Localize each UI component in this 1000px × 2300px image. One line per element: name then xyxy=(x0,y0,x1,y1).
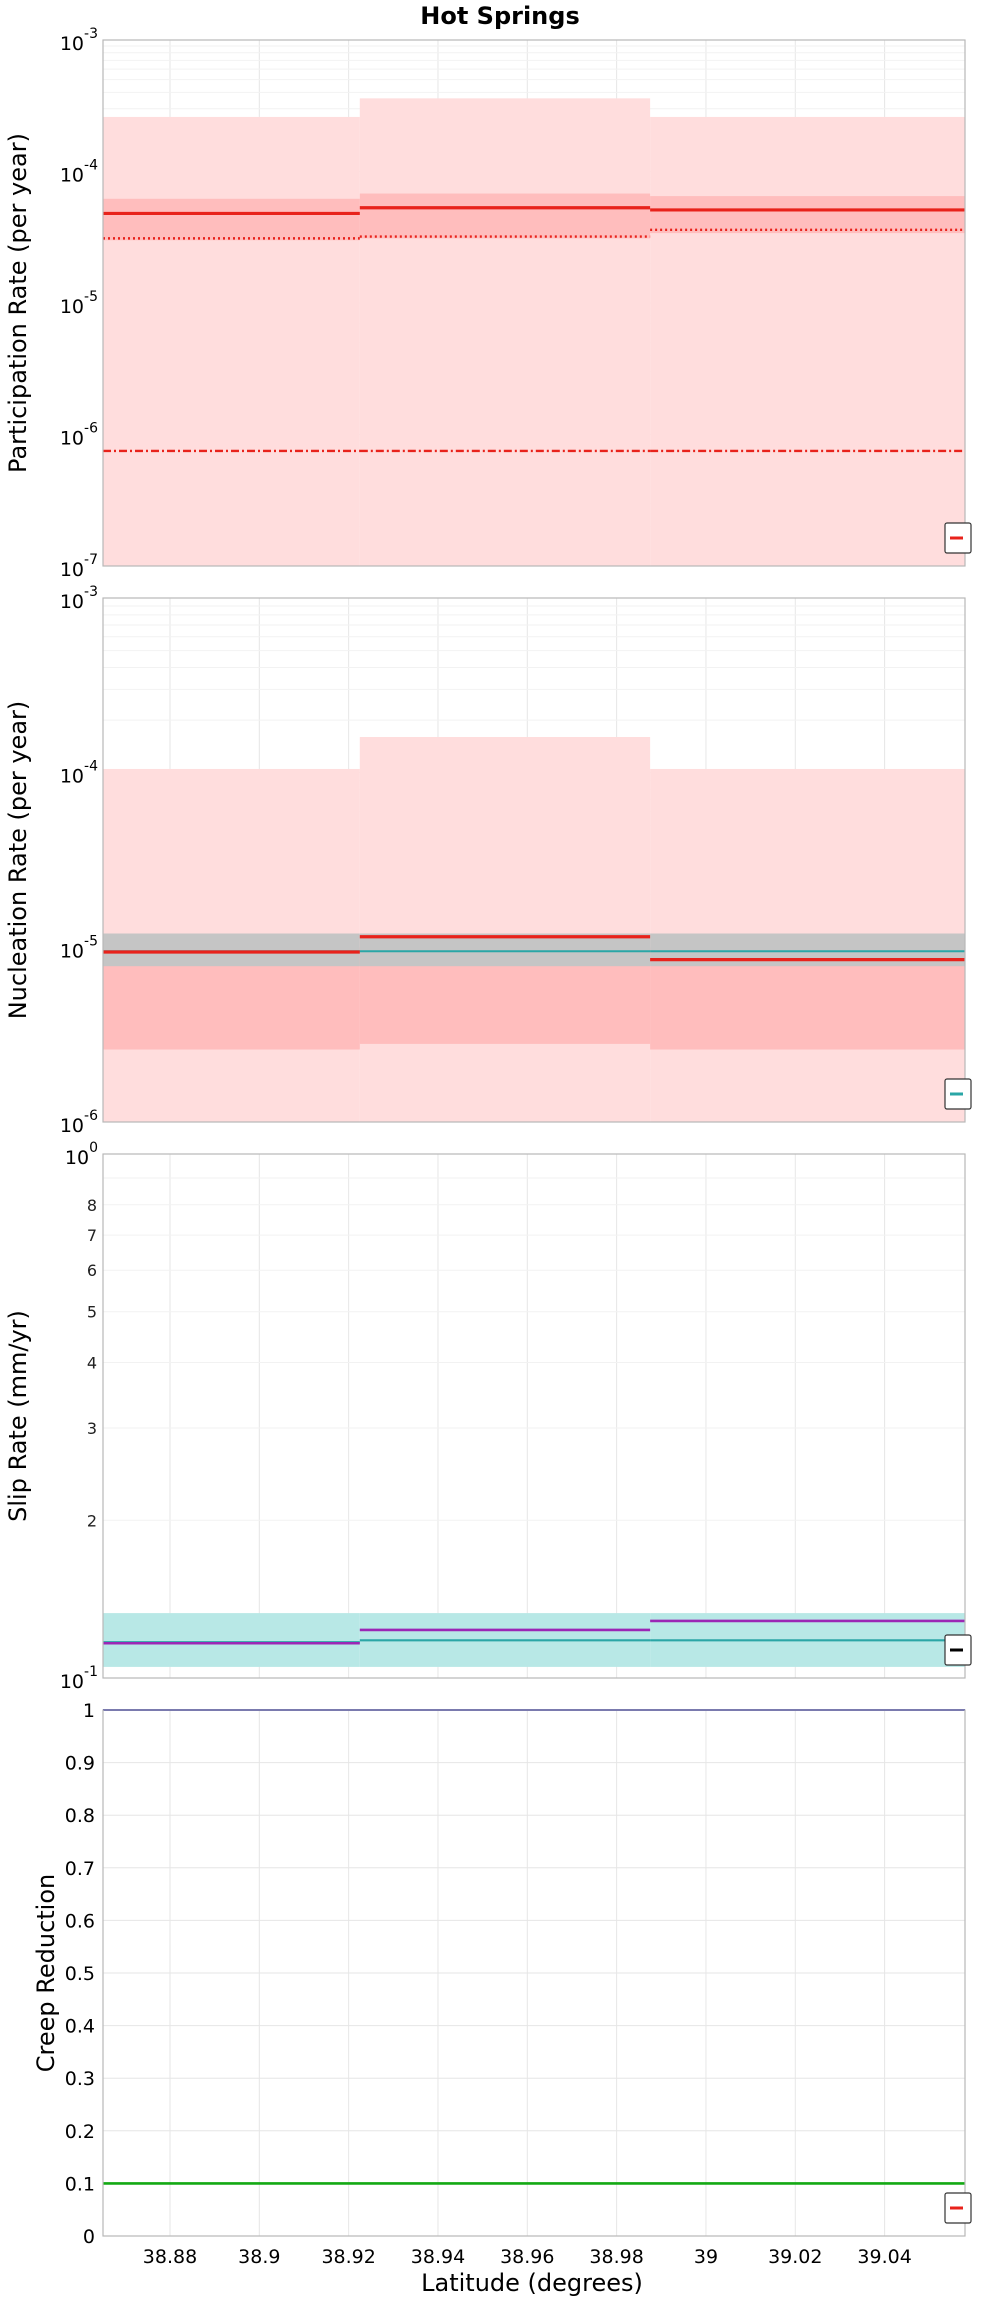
plot-frame xyxy=(102,39,966,567)
plot-frame xyxy=(102,597,966,1123)
y-tick-label: 10-5 xyxy=(60,289,98,318)
plot-frame xyxy=(102,1153,966,1679)
legend xyxy=(944,1078,972,1110)
y-tick-label: 0.9 xyxy=(65,1753,95,1775)
band-gray xyxy=(103,933,360,967)
panel-creep: 0 0.1 0.2 0.3 0.4 0.5 0.6 0.7 0.8 0.9 1 Creep Reduc… xyxy=(32,1700,972,2248)
panel-slip: 10-1 100 2 3 4 5 6 7 8 Slip Rate (mm/yr) xyxy=(4,1140,972,1693)
legend xyxy=(944,522,972,554)
panels: 10-7 10-6 10-5 10-4 10-3 Participation Rate (… xyxy=(4,26,972,2268)
x-tick-label: 38.92 xyxy=(321,2246,375,2268)
y-tick-label: 100 xyxy=(65,1140,98,1169)
plot-frame xyxy=(102,1709,966,2237)
y-tick-label: 10-3 xyxy=(60,584,98,613)
x-tick-label: 39.02 xyxy=(768,2246,822,2268)
band-outer xyxy=(359,737,651,1122)
y-axis-label: Participation Rate (per year) xyxy=(4,133,32,473)
y-tick-label: 0.7 xyxy=(65,1858,95,1880)
band-outer xyxy=(103,116,360,567)
y-tick-label: 0.6 xyxy=(65,1910,95,1932)
y-tick-label: 10-6 xyxy=(60,421,98,450)
y-minor-tick-label: 5 xyxy=(87,1303,97,1322)
y-tick-label: 10-7 xyxy=(60,552,98,581)
band-inner xyxy=(359,193,651,239)
band-inner xyxy=(650,196,965,234)
y-tick-label: 0.4 xyxy=(65,2016,95,2038)
y-tick-label: 10-5 xyxy=(60,933,98,962)
y-tick-label: 10-6 xyxy=(60,1108,98,1137)
panel-nucleation: 10-6 10-5 10-4 10-3 Nucleation Rate (per yea… xyxy=(4,584,972,1137)
y-tick-label: 10-4 xyxy=(60,158,98,187)
figure-title: Hot Springs xyxy=(420,2,579,30)
legend xyxy=(944,1634,972,1666)
y-tick-label: 0.8 xyxy=(65,1805,95,1827)
y-axis-label: Nucleation Rate (per year) xyxy=(4,701,32,1020)
y-tick-label: 0.2 xyxy=(65,2121,95,2143)
y-axis-label: Slip Rate (mm/yr) xyxy=(4,1310,32,1522)
y-tick-label: 0 xyxy=(83,2226,95,2248)
x-tick-label: 38.88 xyxy=(143,2246,197,2268)
x-tick-label: 39.04 xyxy=(857,2246,911,2268)
y-tick-label: 0.1 xyxy=(65,2173,95,2195)
y-minor-tick-label: 8 xyxy=(87,1196,97,1215)
y-tick-label: 0.5 xyxy=(65,1963,95,1985)
band-outer xyxy=(359,98,651,566)
x-tick-label: 38.9 xyxy=(238,2246,280,2268)
y-tick-label: 10-3 xyxy=(60,26,98,55)
band-gray xyxy=(359,933,651,967)
y-axis-label: Creep Reduction xyxy=(32,1874,60,2072)
y-minor-tick-label: 6 xyxy=(87,1261,97,1280)
panel-participation: 10-7 10-6 10-5 10-4 10-3 Participation Rate (… xyxy=(4,26,972,581)
band-gray xyxy=(650,933,965,967)
x-tick-label: 38.94 xyxy=(411,2246,465,2268)
y-minor-tick-label: 4 xyxy=(87,1354,97,1373)
x-tick-label: 39 xyxy=(694,2246,718,2268)
y-tick-label: 1 xyxy=(83,1700,95,1722)
band-inner xyxy=(103,198,360,241)
x-tick-label: 38.96 xyxy=(500,2246,554,2268)
y-tick-label: 0.3 xyxy=(65,2068,95,2090)
x-axis-label: Latitude (degrees) xyxy=(421,2269,643,2297)
y-minor-tick-label: 7 xyxy=(87,1226,97,1245)
y-minor-tick-label: 3 xyxy=(87,1419,97,1438)
y-minor-tick-label: 2 xyxy=(87,1511,97,1530)
y-tick-label: 10-1 xyxy=(60,1664,98,1693)
band-teal xyxy=(103,1613,360,1667)
legend xyxy=(944,2192,972,2224)
band-outer xyxy=(650,116,965,567)
x-tick-label: 38.98 xyxy=(589,2246,643,2268)
y-tick-label: 10-4 xyxy=(60,759,98,788)
